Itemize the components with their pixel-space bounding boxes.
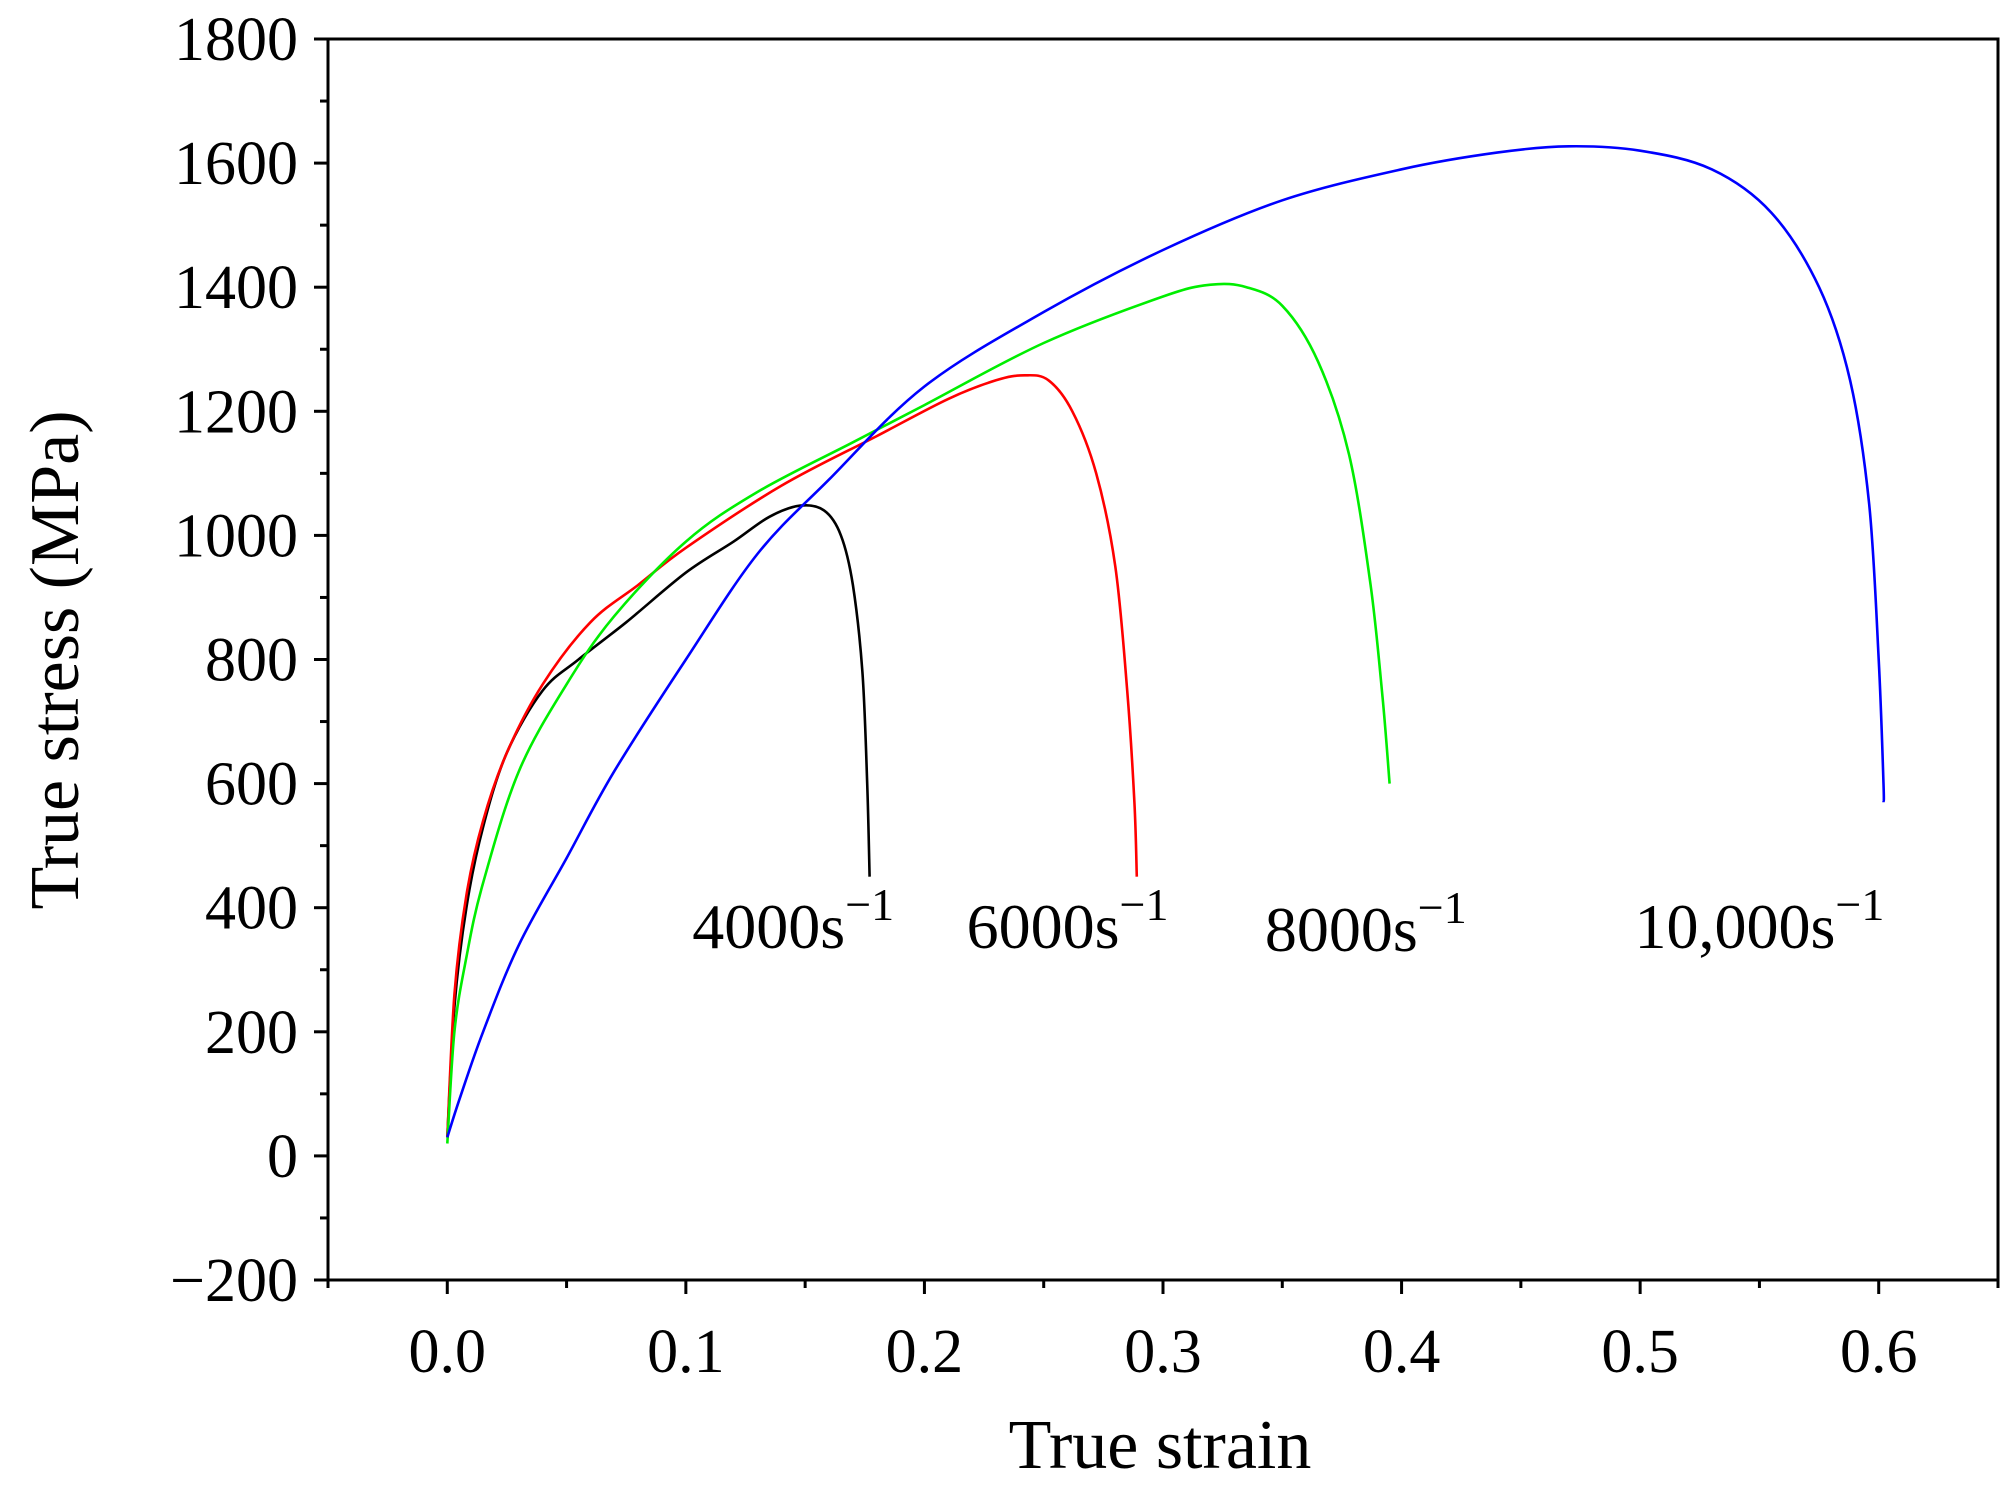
series-line-3 (446, 282, 1391, 1144)
y-axis-ticks: −200 0 200 400 600 800 1000 1200 1400 1600 1800 (170, 6, 328, 1315)
x-tick-label: 0.2 (886, 1318, 964, 1386)
y-tick-label: 200 (205, 999, 298, 1067)
y-tick-label: 0 (267, 1123, 298, 1191)
x-tick-label: 0.6 (1840, 1318, 1918, 1386)
series-label-3: 8000s−1 (1265, 882, 1467, 965)
x-tick-label: 0.5 (1601, 1318, 1679, 1386)
y-tick-label: 1200 (174, 378, 298, 446)
y-axis-title: True stress (MPa) (17, 410, 94, 909)
series-lines (446, 144, 1886, 1144)
x-axis-title: True strain (1009, 1407, 1312, 1484)
x-tick-label: 0.4 (1363, 1318, 1441, 1386)
x-tick-label: 0.1 (647, 1318, 725, 1386)
y-tick-label: −200 (170, 1247, 298, 1315)
x-tick-label: 0.3 (1124, 1318, 1202, 1386)
y-tick-label: 1600 (174, 130, 298, 198)
series-line-4 (446, 144, 1886, 1138)
y-tick-label: 1800 (174, 6, 298, 74)
y-tick-label: 400 (205, 875, 298, 943)
series-line-1 (446, 503, 871, 1138)
y-tick-label: 600 (205, 751, 298, 819)
series-label-4: 10,000s−1 (1634, 879, 1884, 962)
y-tick-label: 1400 (174, 254, 298, 322)
y-tick-label: 800 (205, 627, 298, 695)
y-tick-label: 1000 (174, 502, 298, 570)
x-axis-ticks: 0.0 0.1 0.2 0.3 0.4 0.5 0.6 (326, 1280, 2000, 1386)
series-label-1: 4000s−1 (692, 879, 894, 962)
x-tick-label: 0.0 (409, 1318, 487, 1386)
series-labels: 4000s−1 6000s−1 8000s−1 10,000s−1 (692, 879, 1884, 965)
series-label-2: 6000s−1 (967, 879, 1169, 962)
series-line-2 (446, 373, 1139, 1138)
